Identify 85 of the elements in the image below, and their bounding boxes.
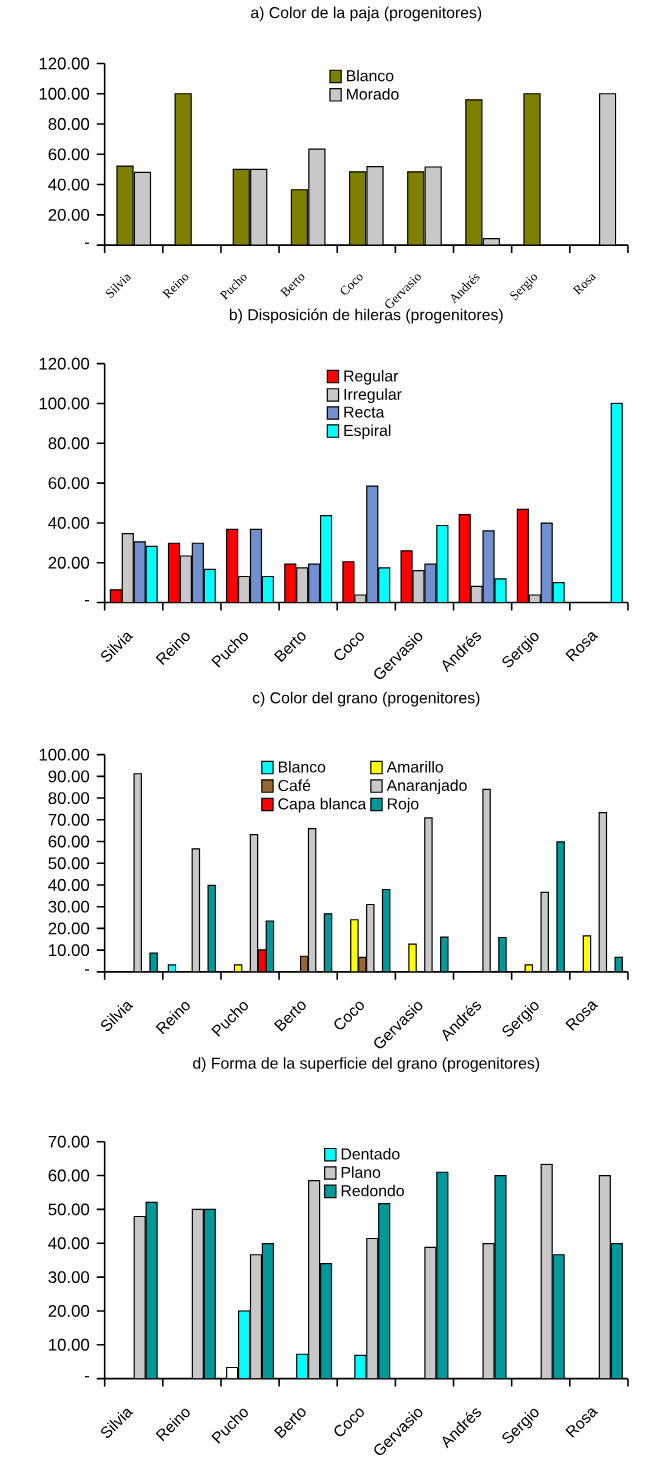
y-tick-label: 100.00 — [39, 87, 90, 100]
y-tick-label: 60.00 — [48, 835, 90, 848]
y-tick-label: 20.00 — [48, 556, 90, 569]
bar — [378, 1203, 391, 1379]
bar — [407, 171, 425, 246]
y-tick-label: 40.00 — [48, 1237, 90, 1250]
y-tick-label: 70.00 — [48, 813, 90, 826]
bar — [320, 514, 333, 603]
y-tick-label: 10.00 — [49, 1338, 90, 1351]
bar — [540, 522, 553, 603]
bar — [366, 485, 379, 603]
legend-label: Anaranjado — [386, 779, 467, 795]
bar — [540, 1163, 553, 1379]
bar — [436, 1171, 449, 1379]
legend-label: Amarillo — [386, 760, 444, 773]
legend-label: Dentado — [341, 1148, 400, 1160]
bar — [366, 1237, 379, 1379]
x-tick-label: Rosa — [572, 274, 597, 296]
y-tick-label: - — [85, 1376, 90, 1378]
legend-label: Plano — [341, 1166, 381, 1178]
x-tick-label: Coco — [340, 274, 363, 295]
y-tick-label: 120.00 — [39, 57, 90, 70]
legend-label: Regular — [344, 369, 399, 385]
bar — [133, 541, 146, 603]
legend-label: Blanco — [347, 69, 394, 82]
bar — [465, 99, 483, 246]
y-tick-label: 10.00 — [49, 944, 90, 957]
bar — [262, 1243, 275, 1379]
chart-title: d) Forma de la superficie del grano (progenitores) — [193, 1057, 540, 1072]
y-tick-label: 30.00 — [48, 900, 90, 913]
bar — [203, 1208, 216, 1379]
bar — [134, 171, 152, 246]
y-tick-label: 40.00 — [48, 517, 90, 529]
legend-label: Redondo — [341, 1184, 405, 1197]
y-tick-label: 70.00 — [48, 1135, 90, 1148]
y-tick-label: 30.00 — [48, 1271, 90, 1284]
bar — [610, 402, 623, 603]
y-tick-label: 90.00 — [48, 770, 90, 783]
bar — [599, 93, 617, 246]
y-tick-label: 100.00 — [39, 748, 90, 761]
bar — [174, 93, 192, 246]
bar — [424, 166, 442, 246]
legend-label: Espiral — [344, 424, 391, 440]
y-tick-label: 60.00 — [48, 477, 90, 490]
y-tick-label: - — [85, 242, 90, 244]
y-tick-label: 60.00 — [48, 1169, 90, 1182]
chart-title: a) Color de la paja (progenitores) — [251, 6, 482, 22]
legend-label: Irregular — [344, 388, 402, 404]
legend-label: Recta — [344, 406, 385, 418]
bar — [598, 1174, 612, 1379]
bar — [349, 171, 367, 246]
y-tick-label: 50.00 — [48, 857, 90, 870]
bar — [191, 1208, 205, 1379]
y-tick-label: 20.00 — [48, 1305, 90, 1317]
y-tick-label: 40.00 — [48, 178, 90, 191]
y-tick-label: 40.00 — [48, 879, 90, 891]
y-tick-label: - — [85, 969, 90, 971]
legend-label: Rojo — [388, 797, 419, 813]
chart-title: b) Disposición de hileras (progenitores) — [230, 308, 503, 324]
legend-label: Morado — [347, 88, 399, 100]
bar — [250, 1254, 263, 1379]
y-tick-label: 80.00 — [48, 437, 90, 450]
bar — [250, 168, 268, 246]
bar — [291, 189, 309, 246]
y-tick-label: 120.00 — [39, 357, 90, 370]
y-tick-label: 60.00 — [48, 148, 90, 161]
legend-label: Café — [278, 779, 311, 792]
chart-title: c) Color del grano (progenitores) — [253, 691, 480, 707]
y-tick-label: 50.00 — [48, 1203, 90, 1216]
y-tick-label: - — [85, 600, 90, 602]
legend-label: Capa blanca — [278, 797, 367, 813]
bar — [436, 524, 449, 603]
bar — [133, 1215, 146, 1379]
bar — [232, 168, 251, 246]
y-tick-label: 20.00 — [48, 922, 90, 935]
y-tick-label: 100.00 — [39, 397, 90, 410]
legend-label: Blanco — [279, 760, 326, 773]
bar — [121, 533, 135, 603]
bar — [320, 1262, 333, 1379]
bar — [308, 1180, 321, 1379]
y-tick-label: 20.00 — [48, 208, 90, 221]
bar — [610, 1243, 623, 1379]
y-tick-label: 80.00 — [48, 118, 90, 130]
bar — [250, 528, 263, 603]
y-tick-label: 80.00 — [48, 792, 90, 805]
